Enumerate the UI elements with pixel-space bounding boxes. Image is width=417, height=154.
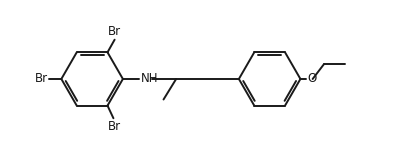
- Text: O: O: [307, 73, 317, 85]
- Text: NH: NH: [141, 73, 158, 85]
- Text: Br: Br: [35, 73, 48, 85]
- Text: Br: Br: [108, 25, 121, 38]
- Text: Br: Br: [108, 120, 121, 133]
